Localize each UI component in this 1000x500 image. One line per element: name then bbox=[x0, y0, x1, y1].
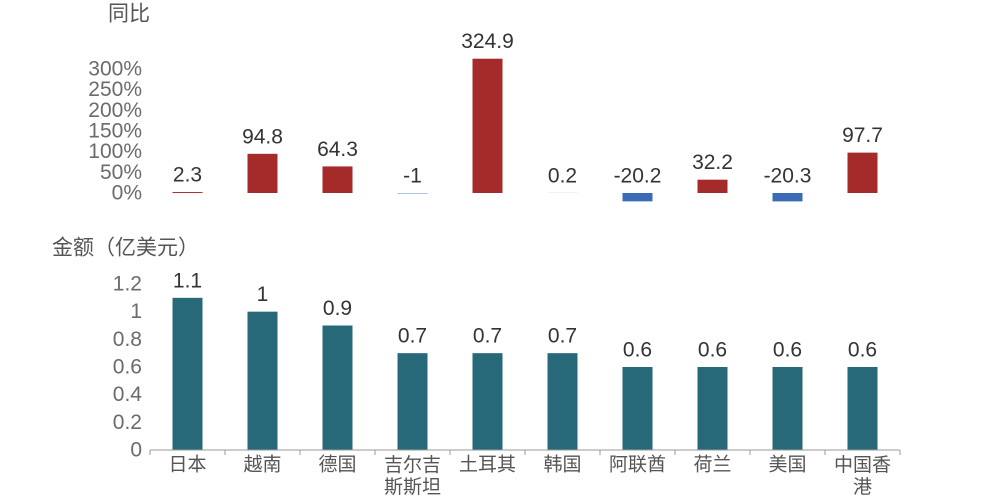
amount-data-label: 0.7 bbox=[548, 325, 577, 348]
amount-bar bbox=[547, 353, 578, 450]
amount-data-label: 0.6 bbox=[773, 339, 802, 362]
amount-bar bbox=[622, 367, 653, 450]
amount-bar bbox=[847, 367, 878, 450]
amount-data-label: 0.6 bbox=[623, 339, 652, 362]
amount-data-label: 0.7 bbox=[398, 325, 427, 348]
yoy-data-label: -20.3 bbox=[764, 165, 812, 188]
yoy-data-label: -1 bbox=[403, 165, 422, 188]
amount-bar bbox=[172, 297, 203, 450]
amount-data-label: 1 bbox=[257, 283, 269, 306]
amount-ytick-label: 0.6 bbox=[113, 356, 142, 379]
amount-ytick-label: 1.2 bbox=[113, 273, 142, 296]
x-category-label: 阿联酋 bbox=[609, 454, 666, 476]
yoy-ytick-label: 250% bbox=[88, 78, 142, 101]
x-category-label: 越南 bbox=[243, 454, 281, 476]
amount-ytick-label: 0.8 bbox=[113, 328, 142, 351]
amount-data-label: 1.1 bbox=[173, 269, 202, 292]
yoy-ytick-label: 150% bbox=[88, 120, 142, 143]
amount-bar bbox=[397, 353, 428, 450]
yoy-bar bbox=[697, 179, 728, 193]
yoy-chart: 0%50%100%150%200%250%300% 2.3 94.8 64.3 -1 32… bbox=[88, 30, 883, 204]
yoy-data-label: 324.9 bbox=[461, 30, 514, 53]
yoy-bar bbox=[247, 153, 278, 193]
x-category-label: 日本 bbox=[168, 454, 206, 476]
yoy-data-label: -20.2 bbox=[614, 165, 662, 188]
amount-ytick-label: 0.4 bbox=[113, 383, 143, 406]
yoy-bar bbox=[472, 58, 503, 193]
yoy-data-label: 2.3 bbox=[173, 164, 202, 187]
yoy-axis-title: 同比 bbox=[108, 3, 150, 26]
x-category-label: 美国 bbox=[768, 454, 806, 476]
amount-data-label: 0.6 bbox=[698, 339, 727, 362]
yoy-data-label: 64.3 bbox=[317, 138, 358, 161]
yoy-data-label: 0.2 bbox=[548, 164, 577, 187]
x-category-label: 土耳其 bbox=[459, 454, 516, 476]
yoy-ytick-label: 200% bbox=[88, 99, 142, 122]
yoy-ytick-label: 100% bbox=[88, 140, 142, 163]
amount-data-label: 0.7 bbox=[473, 325, 502, 348]
yoy-ytick-label: 50% bbox=[100, 161, 142, 184]
x-category-label: 德国 bbox=[318, 454, 356, 476]
amount-ytick-label: 0.2 bbox=[113, 411, 142, 434]
amount-bar bbox=[322, 325, 353, 450]
yoy-ytick-label: 0% bbox=[112, 182, 142, 205]
amount-bar bbox=[772, 367, 803, 450]
x-category-label: 中国香港 bbox=[834, 454, 891, 498]
amount-bar bbox=[697, 367, 728, 450]
yoy-bar bbox=[322, 166, 353, 193]
x-category-label: 荷兰 bbox=[693, 454, 731, 476]
yoy-data-label: 97.7 bbox=[842, 124, 883, 147]
amount-data-label: 0.6 bbox=[848, 339, 877, 362]
amount-chart: 0 0.2 0.4 0.6 0.8 1 1.2 1.1 1 0.9 0.7 0.7 0.7 0.6 0.6 0… bbox=[113, 269, 901, 498]
yoy-bar bbox=[172, 192, 203, 193]
amount-ytick-label: 1 bbox=[130, 300, 142, 323]
amount-bar bbox=[247, 311, 278, 450]
amount-ytick-label: 0 bbox=[130, 439, 142, 462]
yoy-bar bbox=[847, 152, 878, 193]
yoy-bar bbox=[622, 193, 653, 202]
amount-bar bbox=[472, 353, 503, 450]
yoy-data-label: 32.2 bbox=[692, 151, 733, 174]
x-category-label: 吉尔吉斯斯坦 bbox=[384, 454, 441, 498]
yoy-bar bbox=[772, 193, 803, 202]
yoy-data-label: 94.8 bbox=[242, 125, 283, 148]
x-category-label: 韩国 bbox=[543, 454, 581, 476]
yoy-ytick-label: 300% bbox=[88, 58, 142, 81]
amount-axis-title: 金额（亿美元） bbox=[52, 237, 199, 260]
amount-data-label: 0.9 bbox=[323, 297, 352, 320]
